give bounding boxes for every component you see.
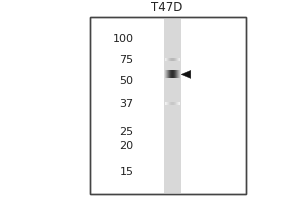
Text: T47D: T47D (151, 1, 182, 14)
Text: 50: 50 (119, 76, 134, 86)
Text: 37: 37 (119, 99, 134, 109)
Text: 75: 75 (119, 55, 134, 65)
Bar (90, 17, 246, 194)
Text: 25: 25 (119, 127, 134, 137)
Text: 100: 100 (112, 34, 134, 44)
Polygon shape (181, 70, 191, 78)
Bar (164, 17, 181, 194)
Bar (90, 17, 246, 194)
Text: 20: 20 (119, 141, 134, 151)
Text: 15: 15 (119, 167, 134, 177)
